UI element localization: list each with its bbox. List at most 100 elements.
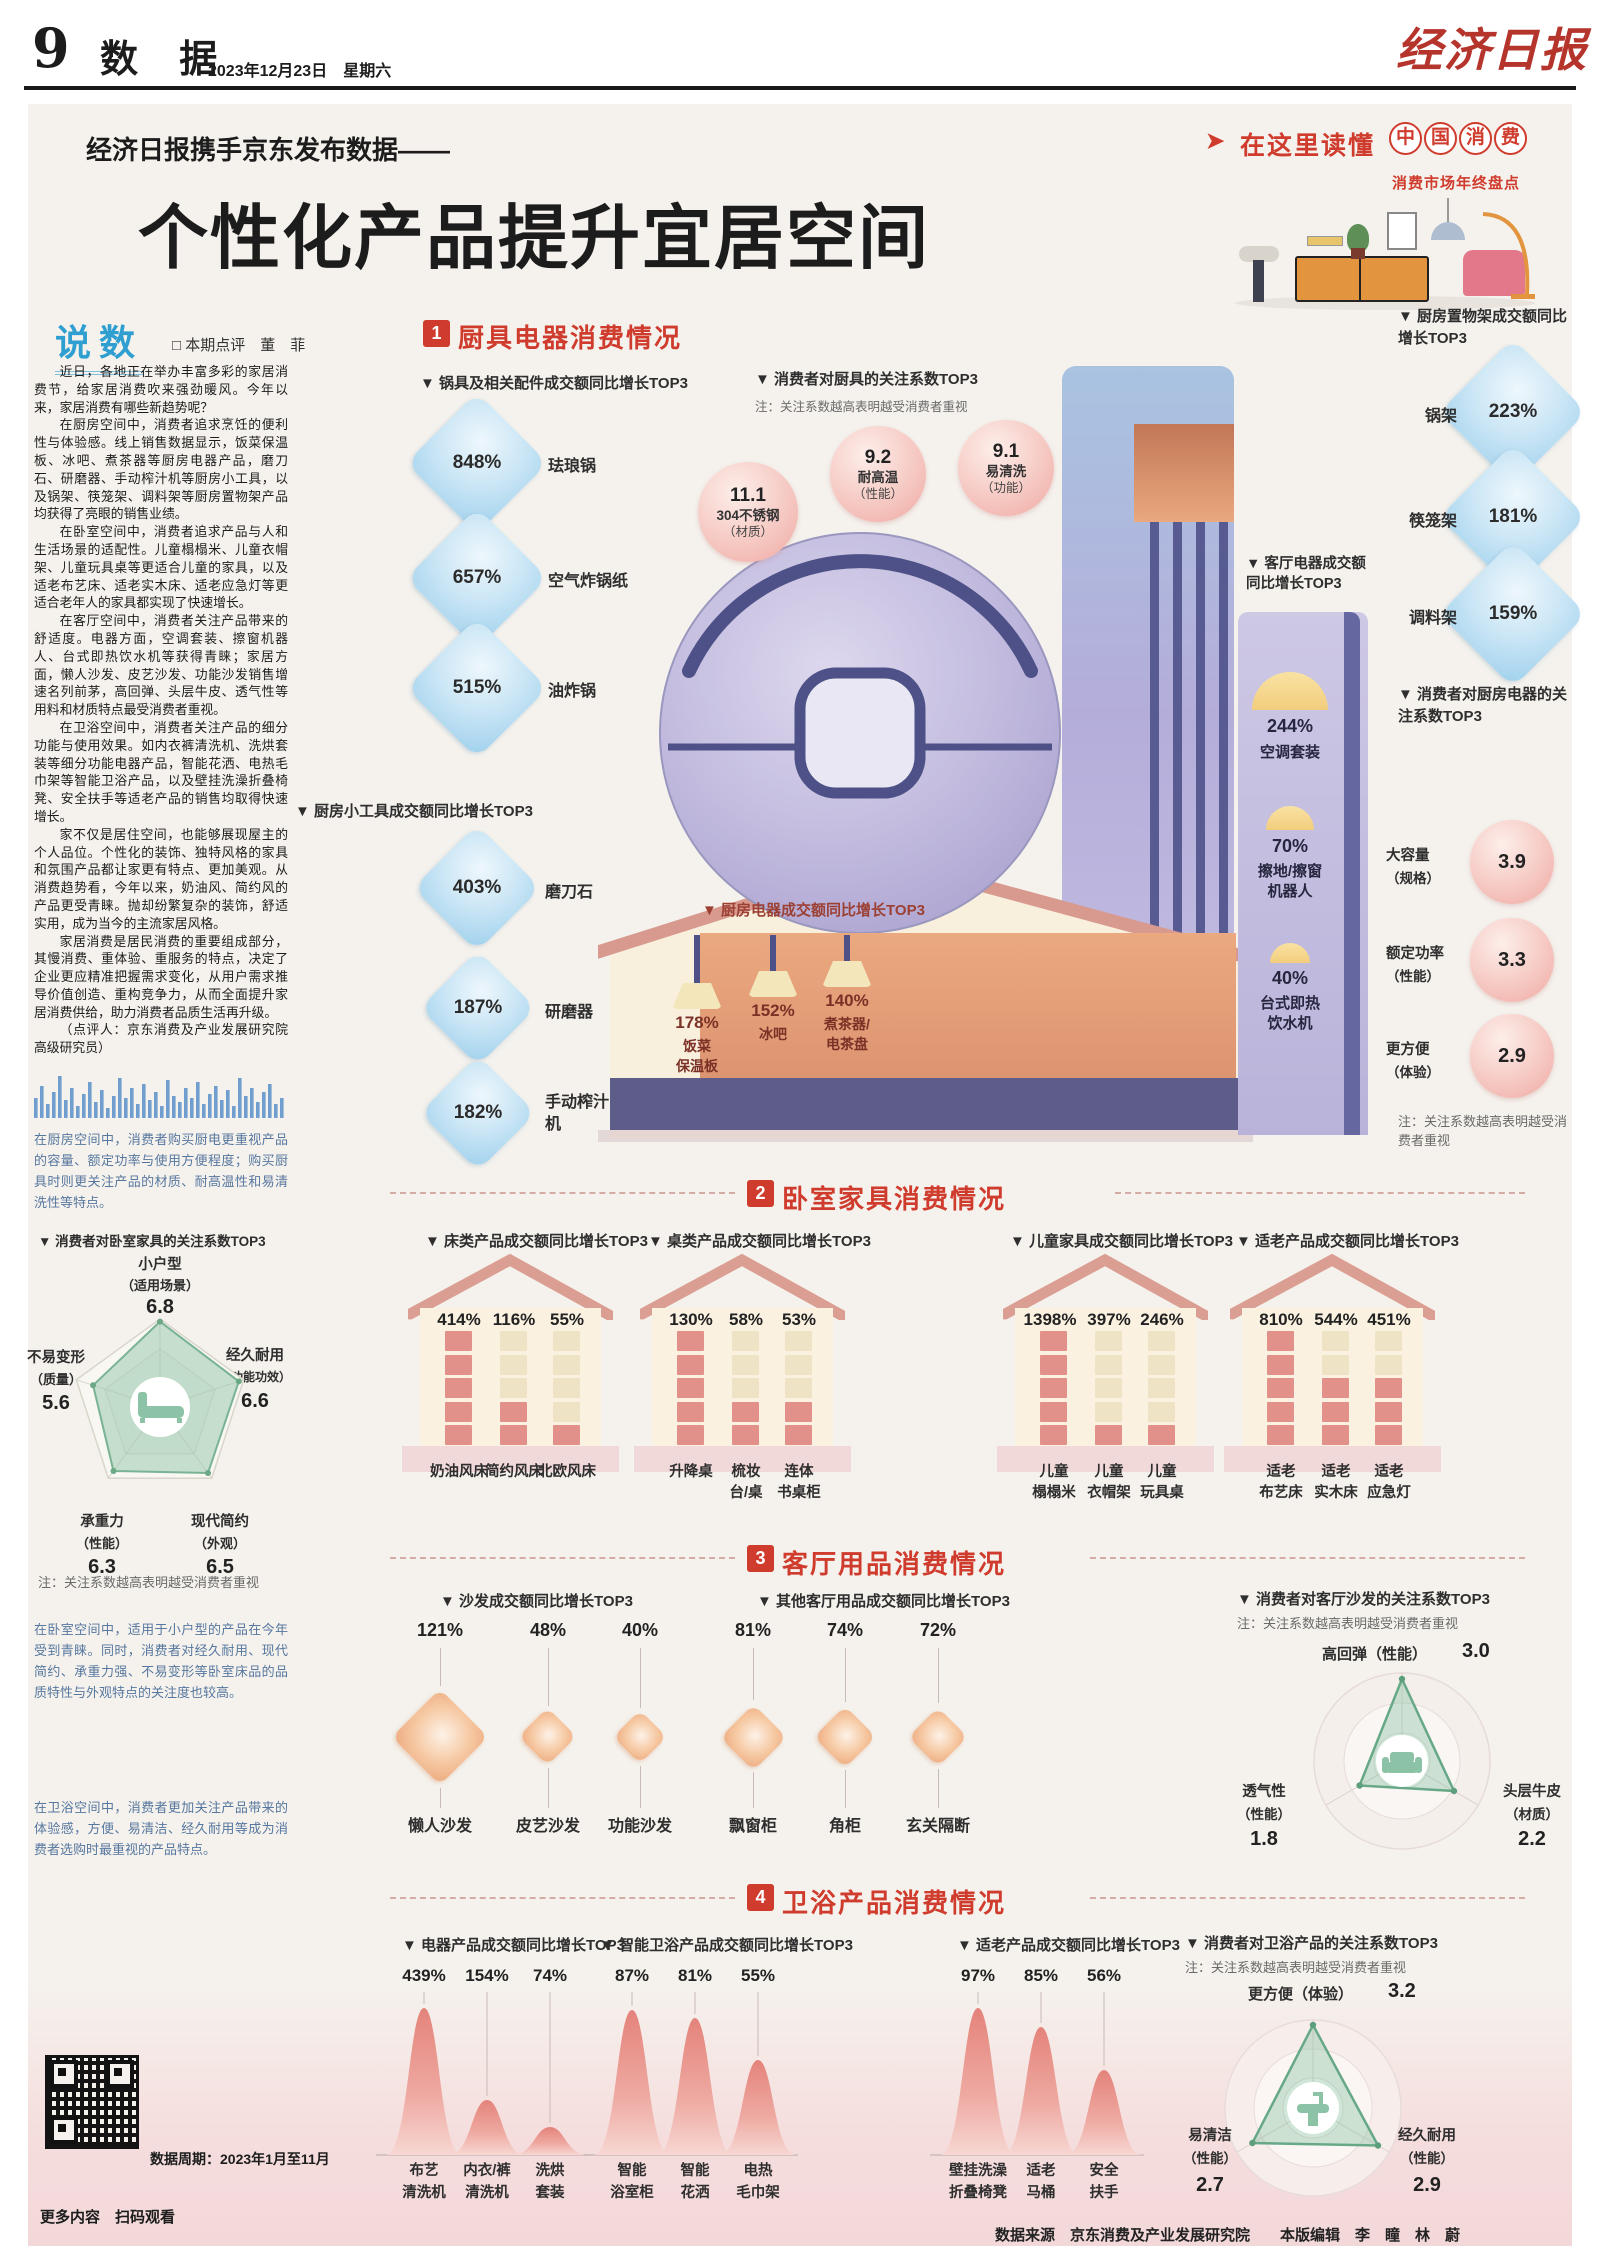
house-value: 130% — [669, 1310, 713, 1329]
peak-item-name: 洗烘 套装 — [535, 2163, 565, 2201]
radar-axis-attr: （性能） — [75, 1536, 128, 1551]
house-bar — [677, 1331, 704, 1449]
radar-axis-name: 易清洁 — [1188, 2128, 1232, 2144]
radar-chart-sofa — [1313, 1672, 1491, 1850]
peak-chart-smart — [584, 1992, 798, 2156]
content-panel — [28, 104, 1572, 2246]
racks-top3-label: ▼ 厨房置物架成交额同比增长TOP3 — [1398, 308, 1568, 347]
racks-item-value: 223% — [1488, 401, 1538, 422]
house-bar — [500, 1331, 527, 1449]
section-3-title: 客厅用品消费情况 — [782, 1549, 1007, 1579]
radar-axis-value: 6.3 — [88, 1556, 116, 1578]
tools-item-value: 403% — [452, 877, 502, 898]
other-item-name: 飘窗柜 — [728, 1818, 777, 1835]
house-value: 451% — [1367, 1310, 1411, 1329]
house-bar — [1095, 1331, 1122, 1449]
house-item-name: 北欧风床 — [538, 1464, 596, 1480]
radar-axis-value: 3.0 — [1462, 1640, 1490, 1662]
radar-axis-name: 高回弹（性能） — [1322, 1646, 1428, 1663]
house-value: 55% — [549, 1310, 585, 1329]
header-rule — [24, 86, 1576, 90]
commentary-paragraph: （点评人：京东消费及产业发展研究院高级研究员） — [34, 1023, 288, 1057]
cabinet-icon — [1295, 256, 1429, 302]
focus-name: 大容量 — [1386, 848, 1430, 864]
section-4-number: 4 — [747, 1884, 774, 1911]
house-chart-beds: 414% 116% 55% 奶油风床 简约风床 北欧风床 — [402, 1250, 619, 1500]
picture-frame-icon — [1387, 212, 1417, 250]
section-3-number: 3 — [747, 1545, 774, 1572]
plant-pot — [1351, 248, 1365, 259]
sofa-item-value: 121% — [416, 1620, 464, 1640]
peak-item-name: 布艺 清洗机 — [402, 2163, 446, 2201]
focus-name: 304不锈钢 — [716, 507, 780, 523]
cookware-focus-label: ▼ 消费者对厨具的关注系数TOP3 — [755, 371, 978, 388]
smart-bath-top3-label: ▼ 智能卫浴产品成交额同比增长TOP3 — [600, 1937, 853, 1954]
other-living-top3-label: ▼ 其他客厅用品成交额同比增长TOP3 — [757, 1593, 1010, 1610]
bath-focus-note: 注：关注系数越高表明越受消费者重视 — [1185, 1960, 1407, 1975]
radar-axis-name: 头层牛皮 — [1503, 1784, 1561, 1800]
house-roof — [640, 1253, 845, 1320]
other-item-value: 74% — [826, 1620, 864, 1640]
focus-attr: （体验） — [1386, 1065, 1440, 1080]
house-chart-tables: 130% 58% 53% 升降桌 梳妆 台/桌 连体 书桌柜 — [634, 1250, 851, 1501]
racks-item-name: 调料架 — [1408, 610, 1457, 627]
section-4-title: 卫浴产品消费情况 — [782, 1888, 1007, 1918]
pendant-cord — [1447, 198, 1449, 224]
lamp-name: 冰吧 — [759, 1026, 787, 1042]
tables-top3-label: ▼ 桌类产品成交额同比增长TOP3 — [648, 1233, 871, 1250]
elder-bath-top3-label: ▼ 适老产品成交额同比增长TOP3 — [957, 1937, 1180, 1954]
focus-value: 3.3 — [1498, 948, 1526, 971]
commentary-paragraph: 在厨房空间中，消费者追求烹饪的便利性与体验感。线上销售数据显示，饭菜保温板、冰吧… — [34, 418, 288, 523]
dashed-divider — [1090, 1557, 1525, 1559]
house-value: 414% — [437, 1310, 481, 1329]
radar-chart-bath — [1224, 2019, 1402, 2197]
sofa-item-name: 功能沙发 — [607, 1818, 672, 1835]
focus-circle: 9.2 耐高温 （性能） — [830, 426, 926, 522]
house-value: 1398% — [1023, 1310, 1077, 1329]
peak-item-name: 智能 花洒 — [680, 2163, 710, 2201]
badge-arrow-icon: ➤ — [1206, 128, 1225, 153]
focus-attr: （规格） — [1386, 871, 1440, 886]
tools-item-value: 187% — [453, 997, 503, 1018]
lamp-value: 152% — [751, 1001, 795, 1020]
racks-item-name: 锅架 — [1424, 408, 1457, 425]
peak-value: 56% — [1086, 1966, 1122, 1985]
focus-value: 9.1 — [992, 440, 1020, 462]
sink-icon — [1239, 246, 1279, 262]
commentary-paragraph: 家不仅是居住空间，也能够展现屋主的个人品位。个性化的装饰、独特风格的家具和氛围产… — [34, 827, 288, 932]
house-value: 58% — [728, 1310, 764, 1329]
living-item-name: 饮水机 — [1267, 1015, 1313, 1032]
tools-item-name: 磨刀石 — [545, 884, 594, 901]
lamp-stem — [844, 935, 850, 963]
radar-axis-value: 6.6 — [241, 1390, 269, 1412]
radar-chart-bedroom — [75, 1318, 245, 1479]
house-item-name: 升降桌 — [669, 1464, 713, 1480]
house-bar — [445, 1331, 472, 1449]
focus-value: 3.9 — [1498, 850, 1526, 873]
house-value: 246% — [1140, 1310, 1184, 1329]
house-value: 544% — [1314, 1310, 1358, 1329]
living-item-name: 台式即热 — [1259, 995, 1320, 1012]
peak-value: 439% — [402, 1966, 446, 1985]
radar-axis-value: 6.5 — [206, 1556, 234, 1578]
living-room-illustration — [1235, 198, 1535, 310]
armchair-icon — [1463, 250, 1525, 296]
kids-top3-label: ▼ 儿童家具成交额同比增长TOP3 — [1010, 1233, 1233, 1250]
footer-credits: 数据来源 京东消费及产业发展研究院 本版编辑 李 瞳 林 蔚 — [994, 2226, 1460, 2244]
peak-item-name: 适老 马桶 — [1026, 2163, 1056, 2201]
radar-axis-name: 小户型 — [138, 1257, 182, 1273]
sofa-item-value: 40% — [621, 1620, 659, 1640]
focus-circle: 3.9 — [1470, 820, 1554, 904]
house-value: 397% — [1087, 1310, 1131, 1329]
peak-chart-electric — [376, 1992, 590, 2156]
lamp-name: 保温板 — [676, 1058, 718, 1074]
page-number: 9 — [32, 16, 70, 80]
section-1-title: 厨具电器消费情况 — [458, 323, 683, 353]
badge-circle-char: 国 — [1424, 122, 1457, 155]
other-item-value: 72% — [919, 1620, 957, 1640]
focus-name: 耐高温 — [857, 469, 899, 485]
section-1-number: 1 — [423, 320, 450, 347]
focus-attr: （性能） — [1386, 969, 1440, 984]
washbasin-icon — [1297, 2092, 1329, 2126]
commentary-paragraph: 近日，各地正在举办丰富多彩的家居消费节，给家居消费吹来强劲暖风。今年以来，家居消… — [34, 365, 288, 416]
